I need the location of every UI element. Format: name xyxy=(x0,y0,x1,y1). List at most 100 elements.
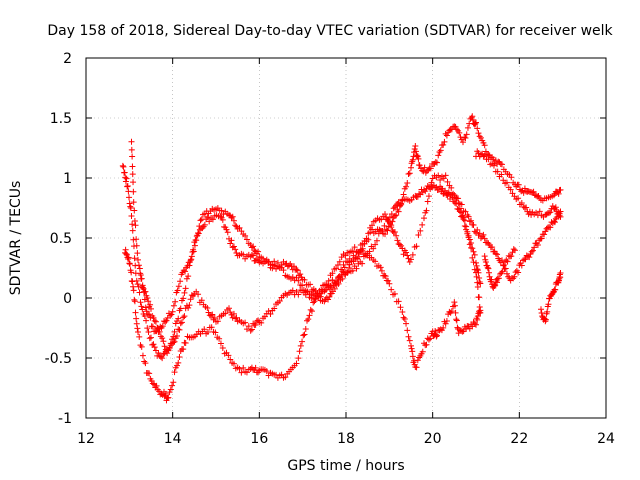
gridlines xyxy=(86,58,606,418)
data-point xyxy=(334,261,341,268)
data-point xyxy=(278,371,285,378)
data-point xyxy=(486,269,492,276)
data-point xyxy=(477,134,484,141)
y-tick-label: 2 xyxy=(63,51,72,67)
data-point xyxy=(160,338,167,345)
data-point xyxy=(265,258,272,265)
data-point xyxy=(480,231,487,238)
series-track-8 xyxy=(538,269,564,325)
data-point xyxy=(172,298,179,305)
data-point xyxy=(359,260,366,267)
data-point xyxy=(544,308,551,315)
data-point xyxy=(195,230,202,237)
data-point xyxy=(460,139,466,146)
data-point xyxy=(515,181,522,188)
data-point xyxy=(128,212,135,219)
data-point xyxy=(230,360,237,367)
data-point xyxy=(291,263,297,270)
data-point xyxy=(130,188,137,195)
data-point xyxy=(482,258,489,265)
data-point xyxy=(250,243,257,250)
data-point xyxy=(504,258,511,265)
data-point xyxy=(139,284,146,291)
data-point xyxy=(404,180,411,187)
data-point xyxy=(276,297,283,304)
data-point xyxy=(175,359,182,366)
data-point xyxy=(473,259,479,266)
data-point xyxy=(181,289,188,296)
data-point xyxy=(508,253,515,260)
data-point xyxy=(523,204,530,211)
data-point xyxy=(185,304,192,311)
data-point xyxy=(187,296,194,303)
data-point xyxy=(169,308,176,315)
data-point xyxy=(127,205,134,212)
data-point xyxy=(461,222,468,229)
data-point xyxy=(132,222,139,229)
data-point xyxy=(131,207,138,214)
data-point xyxy=(335,273,342,280)
data-point xyxy=(404,252,411,259)
data-point xyxy=(391,213,398,220)
data-point xyxy=(469,113,476,120)
data-point xyxy=(165,347,172,354)
data-point xyxy=(421,215,427,222)
y-tick-label: 1 xyxy=(63,171,72,187)
data-point xyxy=(406,170,413,177)
data-point xyxy=(190,248,197,255)
data-point xyxy=(490,162,497,169)
data-point xyxy=(474,266,481,273)
data-point xyxy=(492,250,499,257)
data-point xyxy=(333,265,340,272)
data-point xyxy=(305,316,312,323)
data-point xyxy=(404,327,411,334)
data-point xyxy=(134,250,141,257)
y-tick-label: 1.5 xyxy=(50,111,72,127)
data-point xyxy=(240,364,247,371)
data-point xyxy=(133,242,140,249)
data-point xyxy=(403,320,410,327)
data-point xyxy=(306,312,313,319)
data-point xyxy=(233,314,240,321)
data-point xyxy=(403,249,410,256)
data-point xyxy=(143,317,150,324)
data-point xyxy=(398,242,405,249)
data-point xyxy=(423,207,430,214)
data-point xyxy=(473,119,479,126)
data-point xyxy=(142,304,149,311)
data-point xyxy=(123,250,130,257)
data-point xyxy=(304,289,311,296)
data-point xyxy=(128,146,135,153)
data-point xyxy=(219,344,226,351)
data-point xyxy=(531,244,538,251)
data-point xyxy=(494,251,501,258)
data-point xyxy=(434,332,440,339)
data-point xyxy=(289,287,296,294)
data-point xyxy=(253,256,260,263)
data-point xyxy=(538,310,545,317)
data-point xyxy=(416,190,423,197)
data-point xyxy=(255,248,262,255)
data-point xyxy=(269,261,276,268)
data-point xyxy=(129,171,136,178)
data-point xyxy=(129,153,136,160)
data-point xyxy=(171,369,178,376)
data-point xyxy=(382,211,388,218)
data-point xyxy=(381,272,388,279)
data-point xyxy=(228,237,235,244)
data-point xyxy=(413,364,420,371)
data-point xyxy=(414,153,421,160)
data-point xyxy=(538,235,545,242)
data-point xyxy=(390,205,397,212)
data-point xyxy=(243,236,250,243)
data-point xyxy=(424,198,431,205)
series-track-4 xyxy=(137,172,484,335)
data-point xyxy=(120,163,127,170)
data-point xyxy=(351,244,358,251)
data-point xyxy=(469,116,476,123)
data-point xyxy=(135,262,142,269)
data-point xyxy=(329,276,336,283)
data-point xyxy=(452,123,459,130)
data-point xyxy=(141,296,148,303)
data-point xyxy=(325,277,332,284)
